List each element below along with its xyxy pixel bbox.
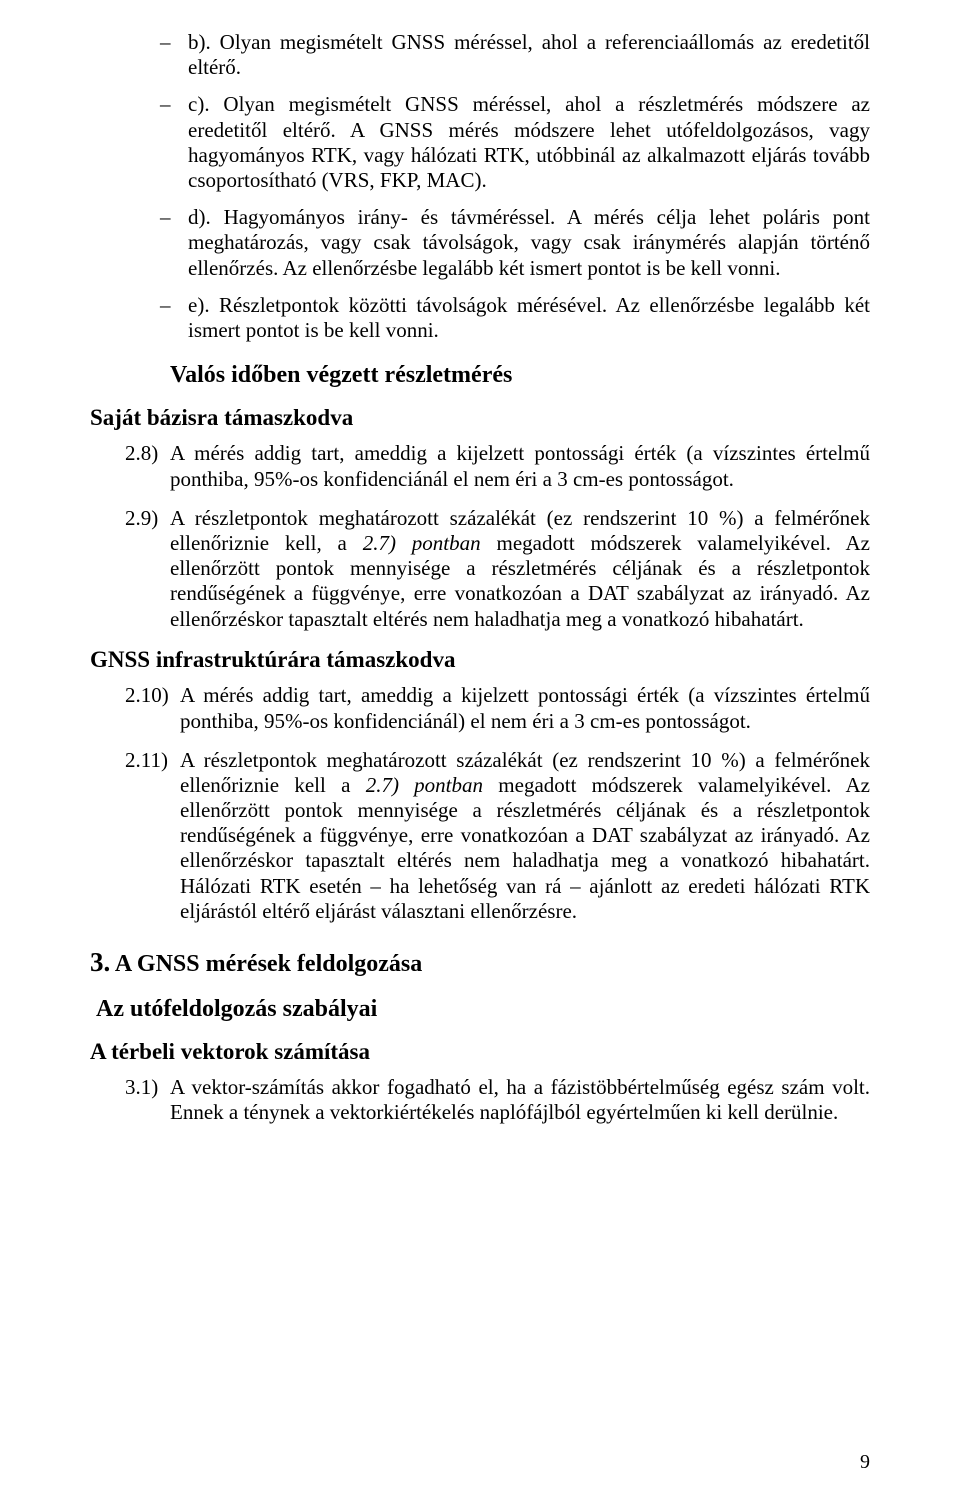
gnss-infra-list: 2.10) A mérés addig tart, ameddig a kije… <box>90 683 870 924</box>
dash-item-list: – b). Olyan megismételt GNSS méréssel, a… <box>90 30 870 343</box>
list-item: 2.10) A mérés addig tart, ameddig a kije… <box>90 683 870 733</box>
chapter-3-heading: 3. A GNSS mérések feldolgozása <box>90 946 870 979</box>
dash-marker: – <box>160 205 188 281</box>
item-text-italic: 2.7) pontban <box>363 531 481 555</box>
item-body: A részletpontok meghatározott százalékát… <box>170 506 870 632</box>
heading-vectors: A térbeli vektorok számítása <box>90 1038 870 1066</box>
list-item: 3.1) A vektor-számítás akkor fogadható e… <box>90 1075 870 1125</box>
item-number: 2.8) <box>125 441 170 491</box>
subheading-post-processing: Az utófeldolgozás szabályai <box>96 995 870 1024</box>
dash-marker: – <box>160 293 188 343</box>
list-item: – b). Olyan megismételt GNSS méréssel, a… <box>90 30 870 80</box>
item-number: 2.10) <box>125 683 180 733</box>
section-heading-realtime: Valós időben végzett részletmérés <box>170 361 870 390</box>
item-body: A vektor-számítás akkor fogadható el, ha… <box>170 1075 870 1125</box>
item-body: Részletpontok közötti távolságok mérésév… <box>188 293 870 342</box>
item-number: 2.9) <box>125 506 170 632</box>
dash-marker: – <box>160 30 188 80</box>
item-text-italic: 2.7) pontban <box>366 773 483 797</box>
list-item: – d). Hagyományos irány- és távméréssel.… <box>90 205 870 281</box>
own-base-list: 2.8) A mérés addig tart, ameddig a kijel… <box>90 441 870 631</box>
heading-gnss-infra: GNSS infrastruktúrára támaszkodva <box>90 646 870 674</box>
document-page: – b). Olyan megismételt GNSS méréssel, a… <box>0 0 960 1504</box>
item-label: b). <box>188 30 211 54</box>
item-body: Olyan megismételt GNSS méréssel, ahol a … <box>188 92 870 192</box>
list-item-text: c). Olyan megismételt GNSS méréssel, aho… <box>188 92 870 193</box>
list-item-text: d). Hagyományos irány- és távméréssel. A… <box>188 205 870 281</box>
list-item: – c). Olyan megismételt GNSS méréssel, a… <box>90 92 870 193</box>
chapter-number: 3. <box>90 947 110 977</box>
item-label: c). <box>188 92 210 116</box>
heading-own-base: Saját bázisra támaszkodva <box>90 404 870 432</box>
list-item: – e). Részletpontok közötti távolságok m… <box>90 293 870 343</box>
list-item: 2.8) A mérés addig tart, ameddig a kijel… <box>90 441 870 491</box>
vectors-list: 3.1) A vektor-számítás akkor fogadható e… <box>90 1075 870 1125</box>
item-body: Hagyományos irány- és távméréssel. A mér… <box>188 205 870 279</box>
list-item-text: e). Részletpontok közötti távolságok mér… <box>188 293 870 343</box>
list-item: 2.11) A részletpontok meghatározott száz… <box>90 748 870 924</box>
item-body: A részletpontok meghatározott százalékát… <box>180 748 870 924</box>
item-body: A mérés addig tart, ameddig a kijelzett … <box>180 683 870 733</box>
item-body: Olyan megismételt GNSS méréssel, ahol a … <box>188 30 870 79</box>
page-number: 9 <box>860 1450 870 1474</box>
list-item-text: b). Olyan megismételt GNSS méréssel, aho… <box>188 30 870 80</box>
dash-marker: – <box>160 92 188 193</box>
item-number: 3.1) <box>125 1075 170 1125</box>
item-label: d). <box>188 205 211 229</box>
item-number: 2.11) <box>125 748 180 924</box>
item-body: A mérés addig tart, ameddig a kijelzett … <box>170 441 870 491</box>
list-item: 2.9) A részletpontok meghatározott száza… <box>90 506 870 632</box>
item-label: e). <box>188 293 210 317</box>
chapter-title: A GNSS mérések feldolgozása <box>110 951 422 977</box>
